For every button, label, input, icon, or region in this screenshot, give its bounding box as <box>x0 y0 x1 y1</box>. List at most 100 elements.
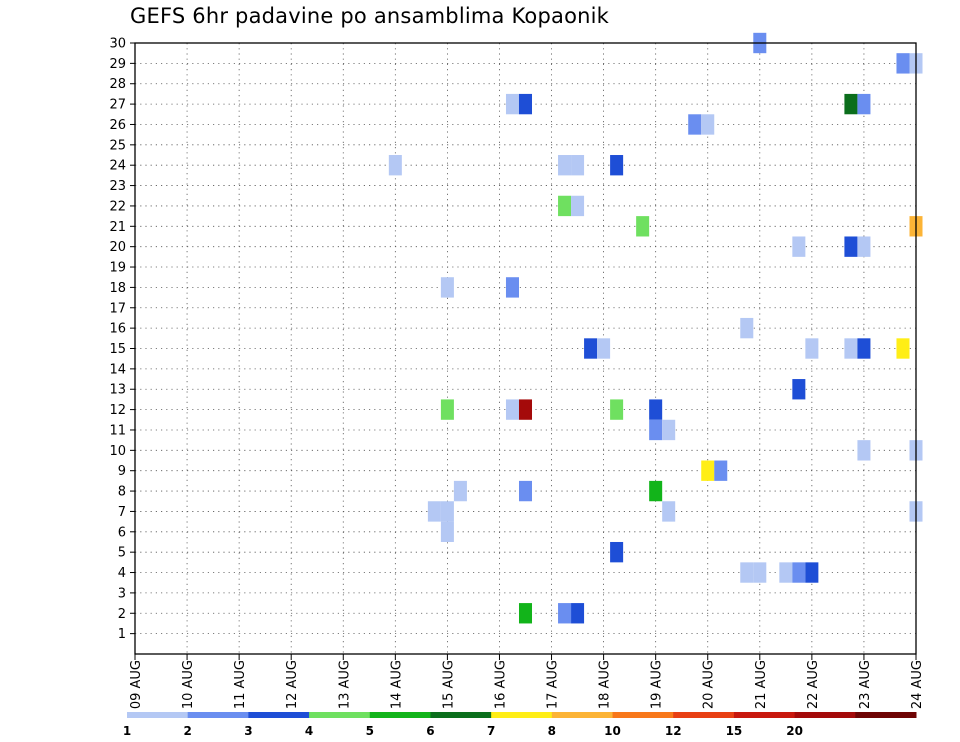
data-cell <box>701 114 715 135</box>
colorbar-bin <box>551 712 614 718</box>
colorbar-bin <box>855 712 917 718</box>
data-cell <box>571 155 585 176</box>
colorbar-bin <box>733 712 796 718</box>
data-cell <box>440 277 454 298</box>
y-tick-label: 24 <box>109 159 126 174</box>
data-cell <box>558 195 572 217</box>
x-tick-label: 16 AUG <box>493 660 508 709</box>
data-cell <box>857 93 871 115</box>
x-tick-label: 22 AUG <box>806 660 821 709</box>
data-cell <box>636 216 650 237</box>
data-cell <box>558 603 572 624</box>
colorbar-label: 1 <box>123 724 131 738</box>
colorbar-label: 6 <box>426 724 434 738</box>
y-tick-label: 29 <box>109 57 126 72</box>
data-cell <box>597 338 611 359</box>
data-cell <box>440 501 454 522</box>
y-tick-label: 6 <box>118 525 126 540</box>
y-tick-label: 23 <box>109 179 126 194</box>
data-cell <box>440 521 454 542</box>
colorbar-label: 2 <box>184 724 192 738</box>
data-cell <box>844 236 858 257</box>
data-cell <box>844 93 858 115</box>
y-tick-label: 19 <box>109 261 126 276</box>
x-tick-label: 21 AUG <box>754 660 769 709</box>
colorbar-bin <box>673 712 735 718</box>
data-cell <box>688 114 702 135</box>
data-cell <box>558 155 572 176</box>
colorbar-label: 4 <box>305 724 313 738</box>
data-cell <box>792 379 806 400</box>
data-cell <box>792 236 806 257</box>
y-tick-label: 14 <box>109 362 126 377</box>
colorbar-label: 7 <box>487 724 495 738</box>
y-tick-label: 20 <box>109 240 126 255</box>
data-cell <box>662 501 676 522</box>
y-tick-label: 17 <box>109 301 126 316</box>
data-cell <box>610 541 624 563</box>
data-cell <box>896 53 910 74</box>
y-tick-label: 8 <box>118 485 126 500</box>
data-cell <box>740 317 754 339</box>
x-tick-label: 10 AUG <box>181 660 196 709</box>
data-cell <box>518 480 533 502</box>
x-tick-label: 18 AUG <box>598 660 613 709</box>
x-tick-label: 19 AUG <box>650 660 665 709</box>
colorbar-label: 8 <box>548 724 556 738</box>
y-tick-label: 28 <box>109 77 126 92</box>
y-tick-label: 5 <box>118 546 126 561</box>
data-cell <box>610 155 624 176</box>
x-tick-label: 14 AUG <box>389 660 404 709</box>
data-cell <box>584 338 598 359</box>
colorbar-label: 20 <box>786 724 803 738</box>
x-tick-label: 12 AUG <box>285 660 300 709</box>
y-tick-label: 13 <box>109 383 126 398</box>
data-cell <box>571 603 585 624</box>
colorbar-label: 3 <box>244 724 252 738</box>
y-tick-label: 18 <box>109 281 126 296</box>
x-tick-label: 11 AUG <box>233 660 248 709</box>
x-tick-label: 17 AUG <box>546 660 561 709</box>
data-cell <box>649 399 663 420</box>
data-cell <box>792 562 806 583</box>
y-tick-label: 2 <box>118 607 126 622</box>
data-cell <box>701 460 715 481</box>
data-cell <box>714 460 728 481</box>
y-tick-label: 9 <box>118 464 126 479</box>
y-tick-label: 3 <box>118 586 126 601</box>
colorbar-bin <box>187 712 249 718</box>
y-tick-label: 12 <box>109 403 126 418</box>
data-cell <box>740 562 754 583</box>
y-tick-label: 4 <box>118 566 126 581</box>
y-tick-label: 15 <box>109 342 126 357</box>
colorbar-label: 15 <box>726 724 743 738</box>
colorbar-bin <box>430 712 492 718</box>
colorbar-bin <box>127 712 189 718</box>
y-tick-label: 26 <box>109 118 126 133</box>
chart-title: GEFS 6hr padavine po ansamblima Kopaonik <box>130 4 610 28</box>
y-tick-label: 1 <box>118 627 126 642</box>
data-cell <box>805 562 819 583</box>
data-cell <box>857 440 871 461</box>
data-cell <box>662 419 676 441</box>
y-tick-label: 22 <box>109 199 126 214</box>
data-cell <box>857 236 871 257</box>
data-cell <box>571 195 585 217</box>
data-cell <box>505 277 519 298</box>
data-cell <box>844 338 858 359</box>
data-cell <box>440 399 454 420</box>
data-cell <box>518 93 533 115</box>
data-cell <box>857 338 871 359</box>
data-cell <box>610 399 624 420</box>
x-tick-label: 09 AUG <box>129 660 144 709</box>
data-cell <box>753 562 767 583</box>
y-tick-label: 11 <box>109 423 126 438</box>
data-cell <box>896 338 910 359</box>
y-tick-label: 16 <box>109 322 126 337</box>
data-cell <box>427 501 441 522</box>
colorbar-bin <box>369 712 431 718</box>
data-cell <box>505 93 519 115</box>
x-tick-label: 13 AUG <box>337 660 352 709</box>
colorbar-bin <box>491 712 553 718</box>
